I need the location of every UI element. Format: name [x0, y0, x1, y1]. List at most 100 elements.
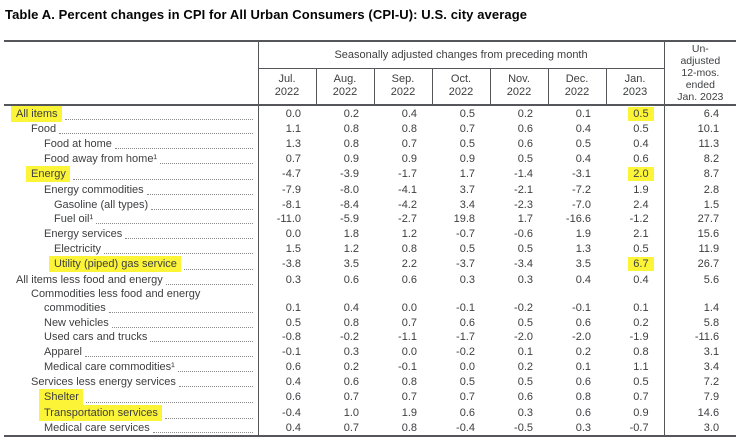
value-cell-month: 0.4: [401, 108, 417, 120]
row-label: All items less food and energy: [16, 273, 163, 286]
month-column-header: Jul. 2022: [274, 73, 300, 99]
value-cell-month: 0.2: [517, 108, 533, 120]
value-cell-month: -1.2: [629, 213, 649, 226]
value-cell-month: 0.0: [459, 360, 475, 373]
table-row: Food 1.1 0.8 0.8 0.7 0.6 0.4 0.5 10.1: [4, 122, 737, 137]
dot-leader: [178, 385, 253, 387]
value-cell-month: 0.8: [343, 138, 359, 151]
row-label: Food away from home¹: [44, 152, 158, 165]
dot-leader: [72, 179, 253, 181]
value-cell-month: 2.1: [633, 228, 649, 241]
dot-leader: [164, 418, 253, 420]
value-cell-month: 0.4: [285, 422, 301, 435]
value-cell-12mo: 3.0: [663, 421, 737, 437]
value-cell-month: 0.6: [517, 138, 533, 151]
value-cell-month: 0.3: [343, 346, 359, 359]
row-label: Energy services: [44, 228, 123, 241]
value-cell-month: 0.5: [459, 138, 475, 151]
value-cell-month: 0.2: [575, 346, 591, 359]
value-cell-month: -4.1: [398, 183, 417, 196]
value-cell-month: 2.0: [606, 166, 664, 182]
value-cell-month: 0.2: [343, 108, 359, 120]
value-cell-month: 0.6: [459, 407, 475, 420]
row-label-highlighted: All items: [11, 106, 62, 122]
value-cell-month: 1.9: [633, 183, 649, 196]
row-label-cell: Commodities less food and energy commodit…: [4, 287, 259, 316]
value-cell-month: 0.0: [401, 302, 417, 315]
table-row: All items less food and energy 0.3 0.6 0.6 0…: [4, 272, 737, 288]
value-cell-month: -2.1: [514, 183, 533, 196]
row-label-highlighted: Energy: [26, 166, 70, 183]
row-label: Commodities less food and energy: [31, 288, 201, 301]
value-cell-month: 0.6: [633, 152, 649, 165]
value-cell-month: 0.1: [633, 302, 649, 315]
value-cell-month: -8.1: [282, 198, 301, 211]
value-cell-month: 0.0: [401, 346, 417, 359]
value-cell-12mo: -11.6: [663, 329, 737, 345]
row-label: Energy commodities: [44, 183, 144, 196]
value-cell-month: 1.3: [285, 138, 301, 151]
value-cell-12mo: 2.8: [663, 182, 737, 198]
row-label-cell: Electricity: [4, 241, 259, 257]
value-cell-month: -0.1: [398, 360, 417, 373]
value-cell-month: 0.6: [575, 375, 591, 388]
value-cell-month: 0.4: [575, 123, 591, 136]
value-cell-month: 0.6: [575, 316, 591, 329]
row-label-cell: Food away from home¹: [4, 151, 259, 167]
table-row: Services less energy services 0.4 0.6 0.8 0.…: [4, 374, 737, 390]
value-cell-month: 0.9: [633, 407, 649, 420]
table-row: Food at home 1.3 0.8 0.7 0.5 0.6 0.5 0.4 11.3: [4, 136, 737, 152]
value-cell-month: 1.3: [575, 242, 591, 255]
row-label: Medical care services: [44, 422, 150, 435]
value-cell-12mo: 5.6: [663, 272, 737, 288]
value-cell-month: -0.8: [282, 331, 301, 344]
value-cell-month: -8.4: [340, 198, 359, 211]
value-cell-month: 0.4: [285, 375, 301, 388]
row-label-cell: All items: [4, 105, 259, 122]
value-cell-month: 0.7: [401, 391, 417, 404]
row-label: Fuel oil¹: [54, 213, 94, 226]
month-column-header: Aug. 2022: [315, 68, 374, 105]
row-label-cell: Transportation services: [4, 405, 259, 422]
value-cell-month: -0.1: [572, 302, 591, 315]
table-row: Commodities less food and energy commodit…: [4, 287, 737, 316]
value-cell-month: 2.2: [401, 258, 417, 271]
value-cell-month: 0.6: [459, 316, 475, 329]
value-cell-month: 0.8: [343, 123, 359, 136]
value-cell-month: -0.4: [456, 422, 475, 435]
value-cell-month: 0.3: [575, 422, 591, 435]
value-cell-month: 0.5: [517, 152, 533, 165]
month-column-header: Oct. 2022: [431, 68, 490, 105]
value-cell-month: 0.5: [517, 316, 533, 329]
table-row: New vehicles 0.5 0.8 0.7 0.6 0.5 0.6 0.2 5.8: [4, 315, 737, 330]
row-label: New vehicles: [44, 316, 109, 329]
value-cell-month: -7.2: [572, 183, 591, 196]
value-cell-month: 1.5: [285, 242, 301, 255]
value-cell-month: -0.7: [629, 422, 649, 435]
value-cell-month: -1.4: [514, 168, 533, 181]
cpi-table: Seasonally adjusted changes from precedi…: [4, 40, 737, 438]
value-cell-month: 1.8: [343, 228, 359, 241]
value-cell-month: 3.7: [459, 183, 475, 196]
value-cell-month: 0.4: [633, 273, 649, 286]
table-row: Gasoline (all types) -8.1 -8.4 -4.2 3.4 -2.3 -…: [4, 197, 737, 212]
dot-leader: [160, 162, 253, 164]
highlighted-value: 6.7: [628, 257, 654, 272]
value-cell-month: -0.7: [456, 228, 475, 241]
value-cell-month: 0.5: [459, 375, 475, 388]
value-cell-month: 0.8: [343, 316, 359, 329]
value-cell-12mo: 3.4: [663, 359, 737, 375]
value-cell-month: 0.3: [459, 273, 475, 286]
value-cell-month: 0.8: [401, 242, 417, 255]
value-cell-12mo: 27.7: [663, 211, 737, 227]
value-cell-month: 0.2: [343, 360, 359, 373]
value-cell-12mo: 7.9: [663, 389, 737, 406]
dot-leader: [125, 238, 253, 240]
value-cell-month: -7.0: [572, 198, 591, 211]
value-cell-month: 1.0: [343, 407, 359, 420]
value-cell-month: -2.0: [572, 331, 591, 344]
row-label-cell: Food: [4, 122, 259, 137]
row-label-cell: Energy services: [4, 226, 259, 242]
value-cell-month: 0.1: [517, 346, 533, 359]
value-cell-month: 0.9: [343, 152, 359, 165]
